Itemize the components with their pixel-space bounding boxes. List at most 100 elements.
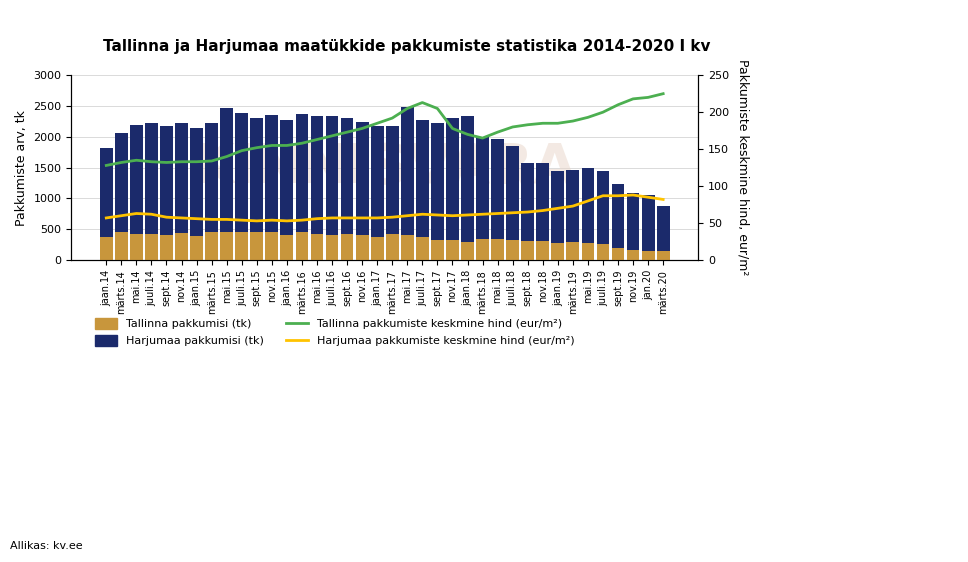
Harjumaa pakkumiste keskmine hind (eur/m²) — [266, 217, 278, 224]
Harjumaa pakkumiste keskmine hind (eur/m²) — [326, 215, 338, 221]
Bar — [205, 232, 218, 260]
Harjumaa pakkumiste keskmine hind (eur/m²) — [552, 205, 563, 212]
Tallinna pakkumiste keskmine hind (eur/m²) — [432, 105, 443, 112]
Tallinna pakkumiste keskmine hind (eur/m²) — [372, 120, 383, 126]
Bar — [401, 107, 413, 260]
Tallinna pakkumiste keskmine hind (eur/m²) — [296, 140, 308, 147]
Tallinna pakkumiste keskmine hind (eur/m²) — [597, 109, 609, 116]
Bar — [476, 137, 489, 260]
Tallinna pakkumiste keskmine hind (eur/m²) — [522, 121, 533, 128]
Tallinna pakkumiste keskmine hind (eur/m²) — [612, 101, 623, 108]
Bar — [566, 170, 579, 260]
Bar — [100, 237, 112, 260]
Harjumaa pakkumiste keskmine hind (eur/m²) — [115, 212, 127, 219]
Bar — [446, 117, 459, 260]
Tallinna pakkumiste keskmine hind (eur/m²) — [251, 144, 262, 151]
Bar — [401, 235, 413, 260]
Harjumaa pakkumiste keskmine hind (eur/m²) — [131, 210, 142, 217]
Tallinna pakkumiste keskmine hind (eur/m²) — [507, 124, 519, 130]
Bar — [491, 239, 504, 260]
Y-axis label: Pakkumiste arv, tk: Pakkumiste arv, tk — [15, 110, 28, 225]
Tallinna pakkumiste keskmine hind (eur/m²) — [446, 125, 458, 132]
Tallinna pakkumiste keskmine hind (eur/m²) — [101, 162, 112, 169]
Harjumaa pakkumiste keskmine hind (eur/m²) — [191, 215, 202, 222]
Bar — [145, 234, 158, 260]
Tallinna pakkumiste keskmine hind (eur/m²) — [281, 142, 292, 149]
Bar — [160, 235, 173, 260]
Harjumaa pakkumiste keskmine hind (eur/m²) — [236, 217, 248, 224]
Bar — [130, 125, 143, 260]
Tallinna pakkumiste keskmine hind (eur/m²) — [311, 136, 322, 143]
Bar — [446, 240, 459, 260]
Tallinna pakkumiste keskmine hind (eur/m²) — [145, 158, 157, 165]
Harjumaa pakkumiste keskmine hind (eur/m²) — [462, 212, 473, 219]
Bar — [536, 241, 549, 260]
Bar — [431, 240, 443, 260]
Harjumaa pakkumiste keskmine hind (eur/m²) — [446, 212, 458, 219]
Bar — [295, 232, 309, 260]
Bar — [371, 126, 383, 260]
Harjumaa pakkumiste keskmine hind (eur/m²) — [597, 192, 609, 199]
Tallinna pakkumiste keskmine hind (eur/m²) — [552, 120, 563, 126]
Bar — [235, 232, 248, 260]
Bar — [115, 133, 128, 260]
Tallinna pakkumiste keskmine hind (eur/m²) — [492, 129, 503, 135]
Bar — [386, 234, 399, 260]
Harjumaa pakkumiste keskmine hind (eur/m²) — [492, 210, 503, 217]
Bar — [221, 108, 233, 260]
Line: Tallinna pakkumiste keskmine hind (eur/m²): Tallinna pakkumiste keskmine hind (eur/m… — [106, 94, 663, 165]
Harjumaa pakkumiste keskmine hind (eur/m²) — [643, 194, 654, 201]
Bar — [522, 241, 534, 260]
Tallinna pakkumiste keskmine hind (eur/m²) — [462, 131, 473, 138]
Tallinna pakkumiste keskmine hind (eur/m²) — [176, 158, 188, 165]
Bar — [281, 235, 293, 260]
Harjumaa pakkumiste keskmine hind (eur/m²) — [432, 212, 443, 219]
Bar — [582, 243, 594, 260]
Bar — [552, 171, 564, 260]
Bar — [130, 234, 143, 260]
Harjumaa pakkumiste keskmine hind (eur/m²) — [342, 215, 353, 221]
Bar — [626, 250, 640, 260]
Bar — [251, 232, 263, 260]
Bar — [476, 238, 489, 260]
Bar — [416, 237, 429, 260]
Bar — [642, 195, 654, 260]
Bar — [522, 163, 534, 260]
Bar — [251, 119, 263, 260]
Tallinna pakkumiste keskmine hind (eur/m²) — [191, 158, 202, 165]
Harjumaa pakkumiste keskmine hind (eur/m²) — [477, 211, 489, 217]
Harjumaa pakkumiste keskmine hind (eur/m²) — [206, 216, 218, 223]
Harjumaa pakkumiste keskmine hind (eur/m²) — [537, 207, 549, 214]
Tallinna pakkumiste keskmine hind (eur/m²) — [567, 117, 579, 124]
Tallinna pakkumiste keskmine hind (eur/m²) — [131, 157, 142, 164]
Bar — [205, 123, 218, 260]
Tallinna pakkumiste keskmine hind (eur/m²) — [537, 120, 549, 126]
Bar — [656, 206, 670, 260]
Y-axis label: Pakkumiste keskmine hind, eur/m²: Pakkumiste keskmine hind, eur/m² — [737, 60, 750, 276]
Bar — [582, 168, 594, 260]
Bar — [566, 242, 579, 260]
Harjumaa pakkumiste keskmine hind (eur/m²) — [386, 214, 398, 220]
Tallinna pakkumiste keskmine hind (eur/m²) — [221, 153, 232, 160]
Harjumaa pakkumiste keskmine hind (eur/m²) — [101, 215, 112, 221]
Tallinna pakkumiste keskmine hind (eur/m²) — [643, 94, 654, 101]
Bar — [325, 116, 339, 260]
Tallinna pakkumiste keskmine hind (eur/m²) — [161, 159, 172, 166]
Harjumaa pakkumiste keskmine hind (eur/m²) — [582, 198, 593, 205]
Text: KINNISVARA: KINNISVARA — [192, 140, 577, 194]
Bar — [626, 193, 640, 260]
Harjumaa pakkumiste keskmine hind (eur/m²) — [372, 215, 383, 221]
Bar — [221, 232, 233, 260]
Bar — [506, 146, 519, 260]
Tallinna pakkumiste keskmine hind (eur/m²) — [236, 147, 248, 154]
Bar — [145, 123, 158, 260]
Tallinna pakkumiste keskmine hind (eur/m²) — [266, 142, 278, 149]
Text: Allikas: kv.ee: Allikas: kv.ee — [10, 541, 82, 551]
Tallinna pakkumiste keskmine hind (eur/m²) — [326, 133, 338, 139]
Bar — [115, 232, 128, 260]
Harjumaa pakkumiste keskmine hind (eur/m²) — [161, 214, 172, 220]
Tallinna pakkumiste keskmine hind (eur/m²) — [416, 99, 428, 106]
Harjumaa pakkumiste keskmine hind (eur/m²) — [311, 215, 322, 222]
Bar — [371, 237, 383, 260]
Harjumaa pakkumiste keskmine hind (eur/m²) — [356, 215, 368, 221]
